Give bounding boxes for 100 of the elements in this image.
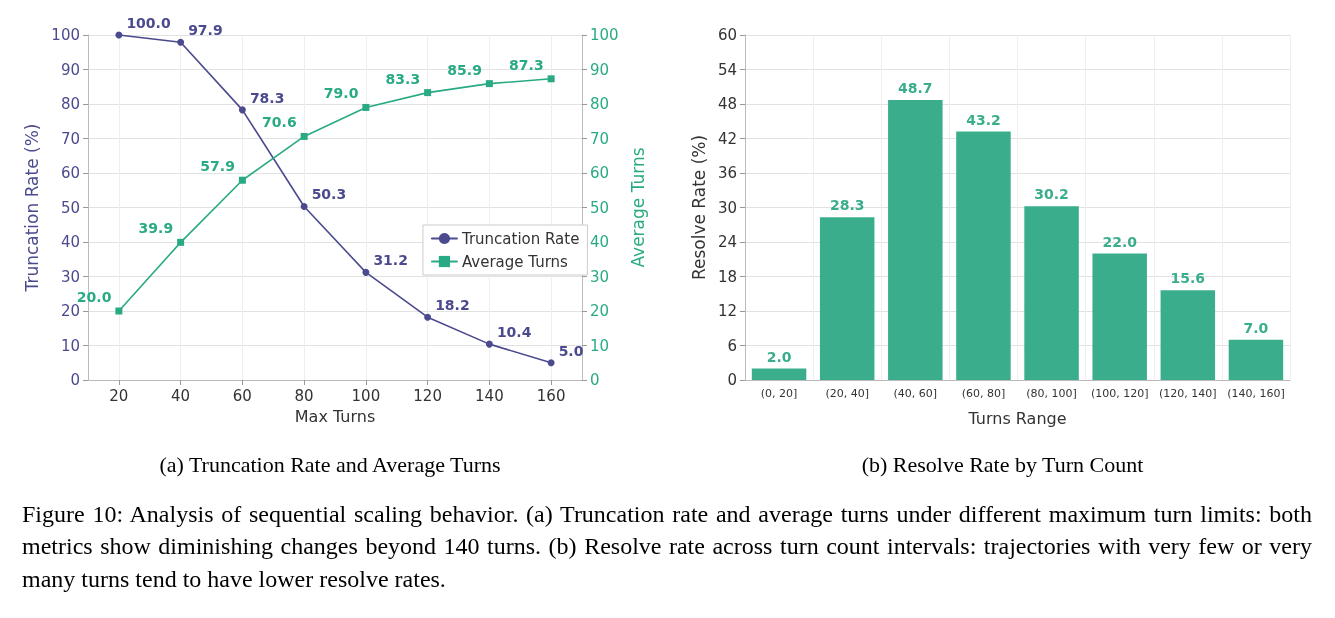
y-tick-label: 60 bbox=[717, 26, 737, 44]
y2-tick-label: 50 bbox=[590, 198, 610, 217]
data-label: 48.7 bbox=[898, 79, 933, 96]
y2-tick-label: 90 bbox=[590, 60, 610, 79]
data-label: 97.9 bbox=[188, 22, 223, 39]
y2-tick-label: 60 bbox=[590, 164, 610, 182]
point bbox=[300, 202, 308, 210]
y2-tick-label: 20 bbox=[590, 302, 610, 320]
y-tick-label: 24 bbox=[717, 233, 737, 251]
y-tick-label: 36 bbox=[717, 164, 737, 182]
data-label: 100.0 bbox=[126, 15, 171, 31]
point bbox=[485, 340, 493, 348]
y-tick-label: 10 bbox=[60, 336, 80, 355]
data-label: 70.6 bbox=[262, 114, 297, 131]
x-tick-label: 80 bbox=[294, 386, 314, 405]
y-axis-title: Truncation Rate (%) bbox=[21, 123, 42, 293]
bar bbox=[888, 99, 943, 380]
data-label: 31.2 bbox=[373, 252, 408, 269]
text: (b) Resolve Rate by Turn Count bbox=[860, 452, 1145, 478]
bar bbox=[819, 217, 875, 380]
data-label: 22.0 bbox=[1102, 233, 1138, 250]
x-tick-label: 100 bbox=[351, 386, 381, 405]
point bbox=[362, 103, 370, 111]
point bbox=[547, 359, 555, 367]
data-label: 83.3 bbox=[385, 70, 421, 87]
x-tick-label: 40 bbox=[171, 386, 191, 405]
y-tick-label: 0 bbox=[70, 371, 80, 389]
point bbox=[485, 80, 493, 88]
data-label: 15.6 bbox=[1170, 270, 1206, 287]
x-tick-label: 60 bbox=[232, 386, 252, 405]
y-tick-label: 100 bbox=[51, 26, 80, 44]
y-tick-label: 70 bbox=[60, 129, 80, 148]
y-tick-label: 60 bbox=[60, 164, 80, 182]
x-tick-label: (20, 40] bbox=[825, 387, 869, 400]
x-tick-label: 120 bbox=[413, 386, 442, 405]
legend-label: Truncation Rate bbox=[460, 229, 580, 248]
x-tick-label: (40, 60] bbox=[893, 387, 938, 400]
data-label: 78.3 bbox=[249, 89, 285, 106]
y-tick-label: 40 bbox=[60, 233, 80, 251]
x-tick-label: (60, 80] bbox=[961, 387, 1006, 400]
legend-label: Average Turns bbox=[461, 252, 569, 271]
point bbox=[238, 176, 246, 184]
y-tick-label: 42 bbox=[717, 129, 737, 148]
point bbox=[424, 313, 432, 321]
data-label: 7.0 bbox=[1243, 319, 1269, 336]
x-tick-label: (120, 140] bbox=[1159, 387, 1217, 400]
y2-tick-label: 80 bbox=[590, 95, 610, 113]
x-tick-label: 20 bbox=[109, 386, 129, 405]
point bbox=[362, 268, 370, 276]
point bbox=[115, 307, 123, 315]
caption: Figure 10: Analysis of sequential scaling behavior. (a) Truncation rate and average turns under different maximum turn limits: both metrics show diminishing changes beyond 140 turns. (b) Resolve rate across turn count intervals: trajectories with very few or very many turns tend to have lower resolve rates. bbox=[22, 500, 1312, 594]
x-tick-label: 140 bbox=[475, 386, 504, 405]
y-tick-label: 6 bbox=[727, 336, 737, 355]
y-tick-label: 30 bbox=[60, 267, 80, 286]
bar bbox=[956, 131, 1011, 380]
y-tick-label: 54 bbox=[717, 60, 737, 79]
y-tick-label: 80 bbox=[60, 95, 80, 113]
x-tick-label: (100, 120] bbox=[1090, 387, 1149, 400]
data-label: 87.3 bbox=[509, 56, 544, 73]
data-label: 18.2 bbox=[435, 297, 470, 314]
y-tick-label: 12 bbox=[717, 302, 737, 320]
x-tick-label: 160 bbox=[536, 386, 566, 405]
y-tick-label: 18 bbox=[717, 267, 737, 286]
data-label: 39.9 bbox=[138, 220, 174, 237]
y-tick-label: 0 bbox=[727, 371, 737, 389]
y2-tick-label: 10 bbox=[590, 336, 610, 355]
y2-tick-label: 100 bbox=[590, 26, 619, 44]
y2-tick-label: 30 bbox=[590, 267, 610, 286]
y-axis-title: Resolve Rate (%) bbox=[688, 134, 709, 281]
data-label: 20.0 bbox=[76, 289, 112, 305]
x-tick-label: (80, 100] bbox=[1026, 387, 1077, 400]
point bbox=[177, 238, 185, 246]
point bbox=[300, 132, 308, 140]
bar bbox=[1160, 290, 1216, 380]
point bbox=[424, 89, 432, 97]
data-label: 10.4 bbox=[496, 324, 532, 341]
point bbox=[547, 75, 555, 83]
point bbox=[238, 106, 246, 114]
text: (a) Truncation Rate and Average Turns bbox=[158, 452, 502, 478]
data-label: 79.0 bbox=[323, 85, 359, 102]
data-label: 28.3 bbox=[829, 197, 865, 214]
y-tick-label: 30 bbox=[717, 198, 737, 217]
y-tick-label: 90 bbox=[60, 60, 80, 79]
data-label: 2.0 bbox=[766, 348, 792, 365]
bar bbox=[1092, 253, 1147, 380]
x-tick-label: (140, 160] bbox=[1227, 387, 1285, 400]
y-tick-label: 20 bbox=[60, 302, 80, 320]
x-axis-title: Turns Range bbox=[967, 408, 1067, 428]
bar bbox=[1024, 206, 1079, 380]
bar bbox=[751, 368, 807, 380]
point bbox=[177, 38, 185, 46]
y-tick-label: 48 bbox=[717, 95, 737, 113]
y-tick-label: 50 bbox=[60, 198, 80, 217]
y2-tick-label: 0 bbox=[590, 371, 600, 389]
x-axis-title: Max Turns bbox=[294, 406, 376, 426]
data-label: 30.2 bbox=[1034, 186, 1069, 203]
data-label: 57.9 bbox=[200, 158, 235, 175]
data-label: 43.2 bbox=[966, 111, 1001, 128]
y2-axis-title: Average Turns bbox=[628, 147, 649, 268]
x-tick-label: (0, 20] bbox=[760, 387, 798, 400]
